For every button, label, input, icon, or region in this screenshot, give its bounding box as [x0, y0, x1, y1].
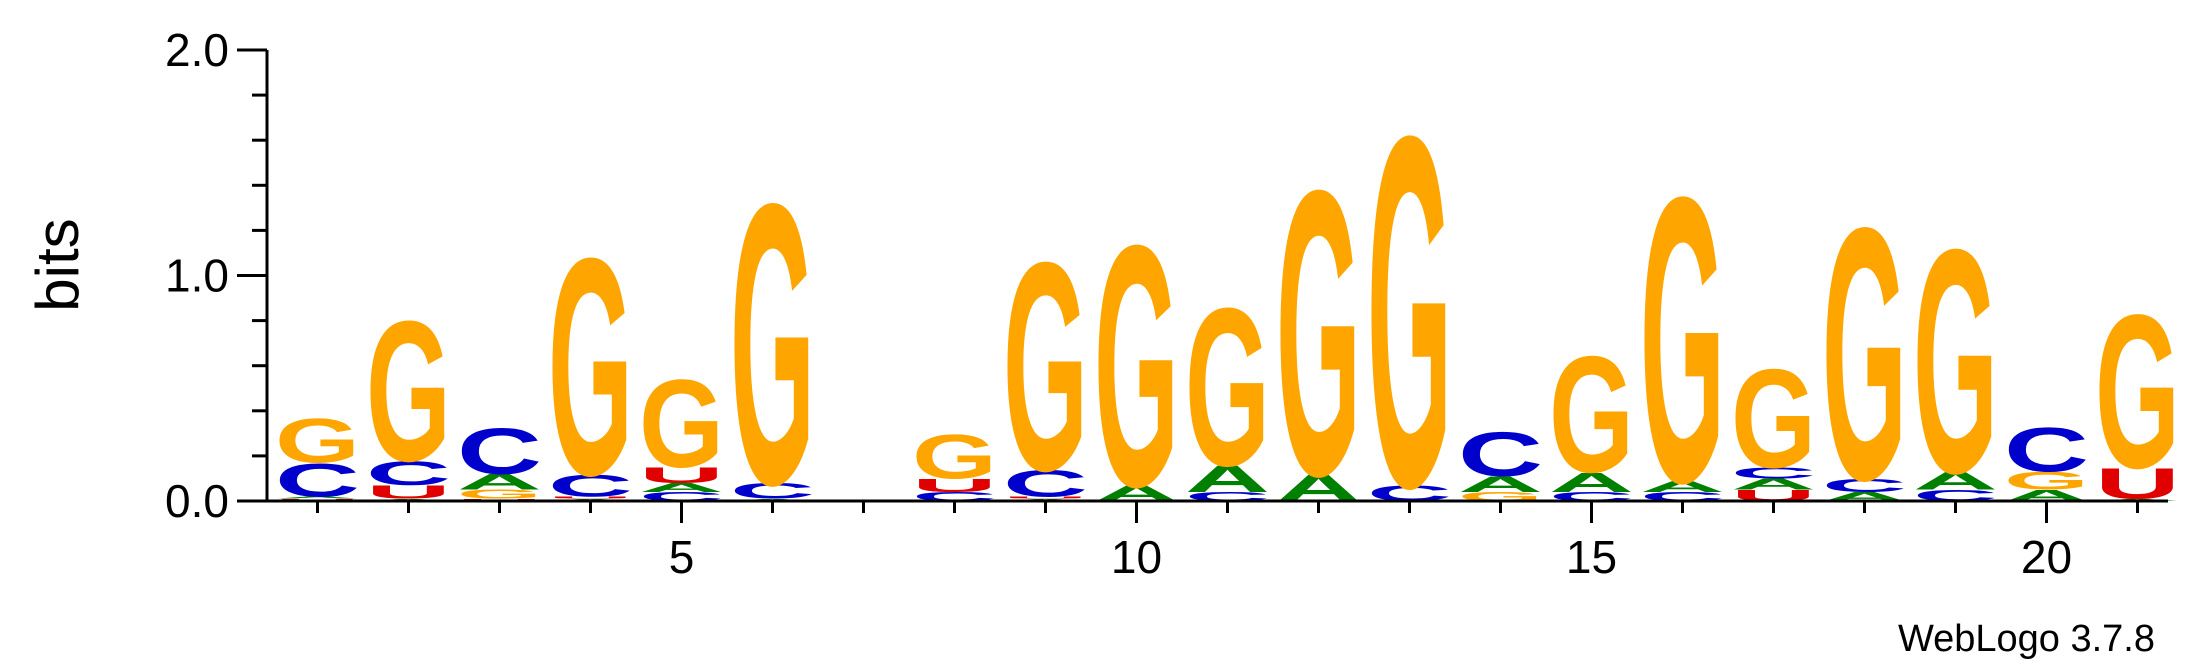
logo-letter-A: A	[1458, 472, 1543, 497]
logo-letter-A: A	[457, 470, 542, 495]
logo-letter-U: U	[366, 482, 451, 503]
logo-letter-G: G	[1185, 261, 1270, 513]
logo-letter-A: A	[1913, 467, 1998, 495]
logo-letter-A: A	[1640, 478, 1725, 496]
logo-letter-C: C	[1458, 420, 1543, 490]
logo-stack-10: AG	[1094, 175, 1179, 559]
logo-letter-A: A	[1549, 467, 1634, 498]
logo-letter-C: C	[1822, 475, 1907, 496]
logo-stack-3: UGAC	[457, 415, 542, 501]
weblogo-credit: WebLogo 3.7.8	[1898, 618, 2155, 660]
logo-stack-4: AUCG	[548, 195, 633, 540]
y-tick-label: 1.0	[165, 250, 229, 302]
logo-letter-G: G	[2095, 268, 2180, 514]
logo-letter-C: C	[2004, 415, 2089, 485]
logo-letter-C: C	[457, 415, 542, 488]
logo-stack-12: AG	[1276, 107, 1361, 562]
logo-letter-G: G	[730, 121, 815, 569]
logo-letter-G: G	[457, 488, 542, 502]
logo-letter-G: G	[1367, 32, 1452, 592]
x-tick-label: 10	[1111, 531, 1162, 583]
logo-letter-G: G	[639, 354, 724, 494]
logo-letter-G: G	[1549, 322, 1634, 507]
logo-letter-G: G	[548, 195, 633, 540]
logo-letter-A: A	[1731, 476, 1816, 494]
logo-letter-C: C	[275, 454, 360, 506]
logo-letter-G: G	[366, 280, 451, 504]
logo-letter-U: U	[639, 463, 724, 488]
logo-letter-A: A	[275, 496, 360, 499]
logo-letter-G: G	[1640, 113, 1725, 568]
logo-stack-19: CAG	[1913, 183, 1998, 540]
logo-stack-13: CG	[1367, 32, 1452, 592]
logo-letter-A: A	[1185, 458, 1270, 500]
logo-letter-C: C	[548, 468, 633, 503]
y-tick-label: 0.0	[165, 475, 229, 527]
logo-stack-16: CAG	[1640, 113, 1725, 568]
logo-stack-18: ACG	[1822, 154, 1907, 556]
logo-letter-G: G	[2004, 467, 2089, 495]
logo-stack-11: CAG	[1185, 261, 1270, 513]
logo-letter-G: G	[1003, 201, 1088, 533]
logo-letter-C: C	[1003, 463, 1088, 505]
logo-stack-21: AUG	[2095, 268, 2180, 514]
logo-stack-15: CAG	[1549, 322, 1634, 507]
logo-letter-A: A	[639, 481, 724, 495]
logo-letter-G: G	[275, 406, 360, 476]
logo-stack-2: AUCG	[366, 280, 451, 504]
x-axis: 5 10 15 20	[267, 499, 2168, 583]
x-tick-label: 5	[669, 531, 695, 583]
logo-letter-C: C	[1731, 464, 1816, 482]
logo-stack-14: GAC	[1458, 420, 1543, 504]
logo-letter-G: G	[1822, 154, 1907, 556]
y-axis-label: bits	[24, 218, 91, 311]
logo-letter-G: G	[1913, 183, 1998, 540]
logo-letter-U: U	[912, 475, 997, 496]
logo-letter-U: U	[1003, 496, 1088, 499]
y-axis: 0.0 1.0 2.0	[165, 24, 269, 527]
logo-stack-20: AGC	[2004, 415, 2089, 504]
logo-letter-C: C	[366, 455, 451, 493]
logo-letter-G: G	[912, 421, 997, 491]
logo-letter-U: U	[548, 496, 633, 499]
x-tick-label: 20	[2021, 531, 2072, 583]
x-tick-label: 15	[1566, 531, 1617, 583]
y-tick-label: 2.0	[165, 24, 229, 76]
logo-letter-G: G	[1276, 107, 1361, 562]
logo-stack-8: CUG	[912, 421, 997, 503]
logo-stack-9: AUCG	[1003, 201, 1088, 533]
logo-letter-C: C	[730, 479, 815, 504]
logo-letter-G: G	[1094, 175, 1179, 559]
logo-letter-G: G	[1731, 340, 1816, 498]
